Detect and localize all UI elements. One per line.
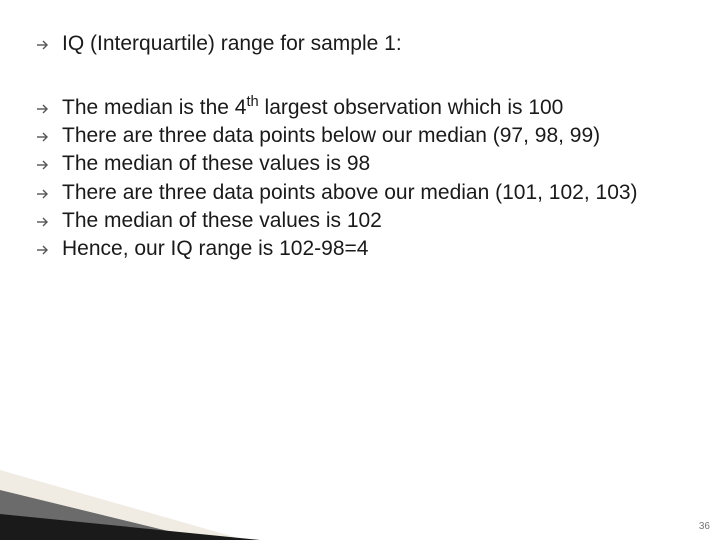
bullet-text: There are three data points below our me… bbox=[62, 122, 600, 150]
bullet-item: The median is the 4th largest observatio… bbox=[36, 94, 684, 122]
bullet-text: There are three data points above our me… bbox=[62, 179, 638, 207]
bullet-text: IQ (Interquartile) range for sample 1: bbox=[62, 30, 402, 58]
bullet-item: There are three data points above our me… bbox=[36, 179, 684, 207]
arrow-right-icon bbox=[36, 102, 50, 116]
bullet-item: Hence, our IQ range is 102-98=4 bbox=[36, 235, 684, 263]
bullet-text: The median of these values is 102 bbox=[62, 207, 382, 235]
arrow-right-icon bbox=[36, 38, 50, 52]
page-number: 36 bbox=[699, 521, 710, 532]
decorative-wedge bbox=[0, 470, 280, 540]
bullet-text: The median is the 4th largest observatio… bbox=[62, 94, 563, 122]
bullet-item: The median of these values is 102 bbox=[36, 207, 684, 235]
slide: IQ (Interquartile) range for sample 1: T… bbox=[0, 0, 720, 540]
arrow-right-icon bbox=[36, 187, 50, 201]
arrow-right-icon bbox=[36, 158, 50, 172]
bullet-item: The median of these values is 98 bbox=[36, 150, 684, 178]
bullet-item: There are three data points below our me… bbox=[36, 122, 684, 150]
bullet-text: Hence, our IQ range is 102-98=4 bbox=[62, 235, 368, 263]
bullet-item: IQ (Interquartile) range for sample 1: bbox=[36, 30, 684, 58]
bullet-list: IQ (Interquartile) range for sample 1: T… bbox=[36, 30, 684, 263]
arrow-right-icon bbox=[36, 243, 50, 257]
arrow-right-icon bbox=[36, 130, 50, 144]
bullet-text: The median of these values is 98 bbox=[62, 150, 370, 178]
arrow-right-icon bbox=[36, 215, 50, 229]
